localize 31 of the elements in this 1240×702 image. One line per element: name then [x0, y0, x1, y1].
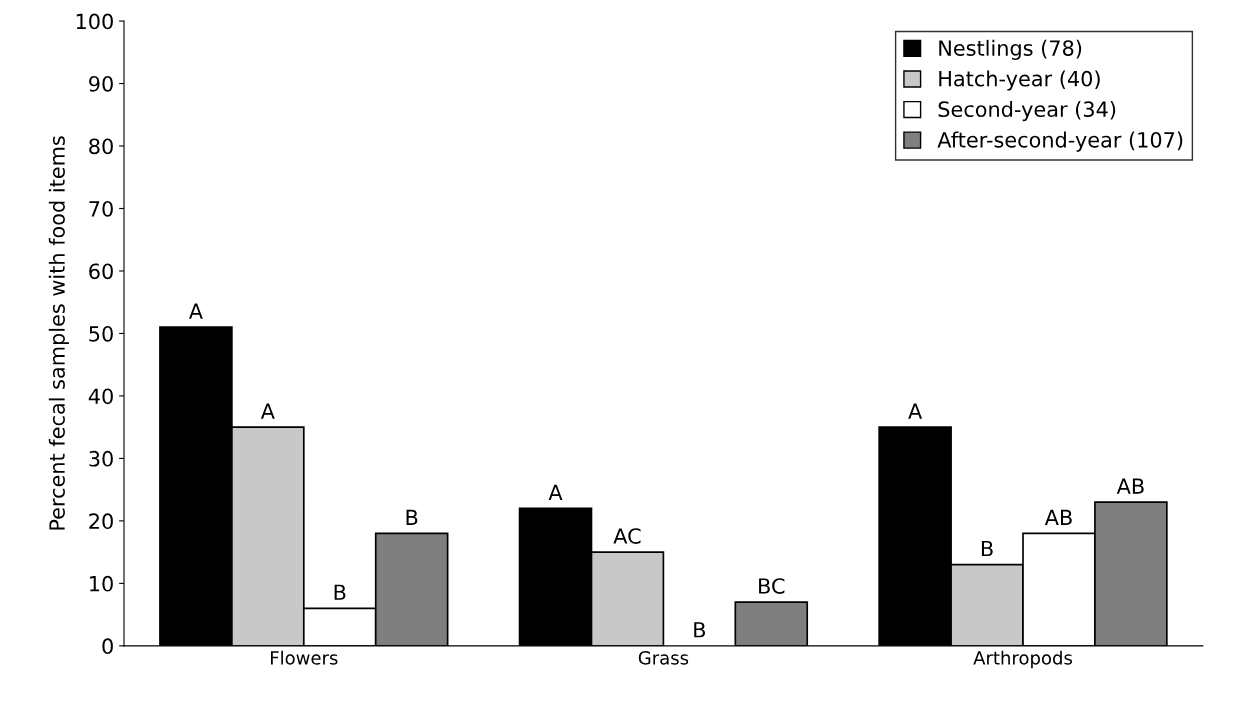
data-label: A — [548, 484, 563, 500]
x-tick-label: Flowers — [271, 650, 338, 665]
y-tick-label: 50 — [89, 325, 113, 342]
data-label: A — [188, 303, 203, 319]
y-tick-label: 20 — [89, 513, 113, 530]
data-label: B — [981, 540, 993, 557]
data-label: A — [908, 403, 923, 419]
y-axis-title: Percent fecal samples with food items — [48, 136, 69, 530]
y-tick-label: 10 — [90, 575, 113, 592]
y-tick-label: 30 — [89, 450, 113, 467]
data-label: A — [260, 403, 275, 419]
x-tick-label: Grass — [638, 651, 689, 665]
y-tick-label: 100 — [76, 13, 113, 30]
legend-label: After-second-year (107) — [937, 131, 1183, 152]
data-label: B — [334, 584, 346, 600]
data-label: AB — [1044, 509, 1072, 525]
data-label: BC — [759, 578, 785, 594]
legend-label: Hatch-year (40) — [939, 70, 1100, 91]
data-label: AC — [613, 528, 641, 544]
y-tick-label: 70 — [89, 200, 113, 217]
y-tick-label: 60 — [89, 263, 113, 280]
data-label: AB — [1116, 478, 1144, 494]
y-tick-label: 40 — [88, 388, 113, 405]
legend-label: Nestlings (78) — [939, 39, 1082, 60]
data-label: B — [406, 509, 418, 525]
data-label: B — [694, 622, 706, 638]
y-tick-label: 80 — [89, 138, 113, 155]
x-tick-label: Arthropods — [973, 650, 1072, 669]
y-tick-label: 90 — [89, 75, 113, 92]
legend-label: Second-year (34) — [938, 100, 1116, 122]
y-tick-label: 0 — [102, 638, 113, 655]
